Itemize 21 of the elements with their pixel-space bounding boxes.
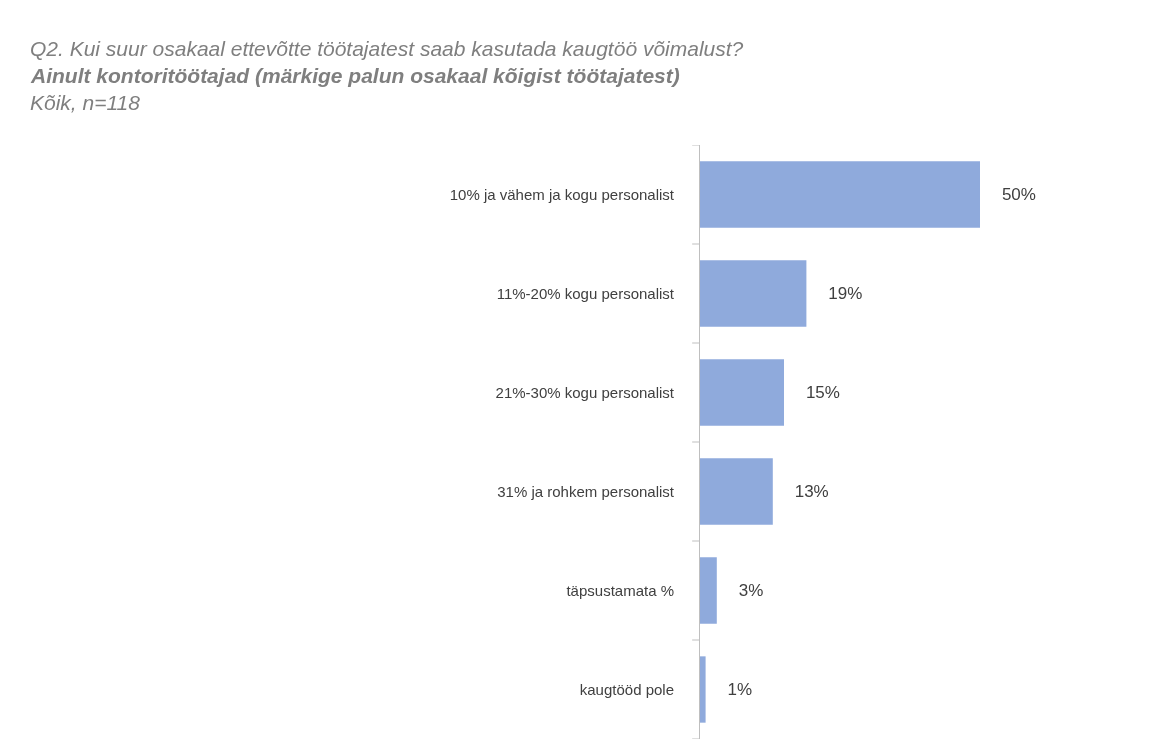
bar	[700, 161, 980, 228]
bar	[700, 557, 717, 624]
y-tick-label: täpsustamata %	[566, 581, 674, 599]
bar	[700, 458, 773, 525]
bar	[700, 359, 784, 426]
y-tick-label: 10% ja vähem ja kogu personalist	[449, 185, 675, 203]
text: Ainult kontoritöötajad (märkige palun osakaal kõigist töötajatest)	[30, 64, 680, 87]
data-label: 50%	[983, 185, 1036, 205]
text: Kõik, n=118	[30, 91, 141, 114]
bar	[700, 260, 807, 327]
y-tick-label: 11%-20% kogu personalist	[496, 284, 675, 302]
y-tick-label: kaugtööd pole	[579, 680, 674, 698]
data-label: 15%	[787, 383, 840, 402]
text: Q2. Kui suur osakaal ettevõtte töötajatest saab kasutada kaugtöö võimalust?	[30, 37, 744, 60]
bar	[700, 656, 706, 723]
y-tick-label: 31% ja rohkem personalist	[497, 482, 675, 500]
data-label: 19%	[809, 284, 863, 304]
data-label: 3%	[719, 581, 764, 601]
data-label: 1%	[708, 680, 753, 700]
data-label: 13%	[775, 482, 829, 501]
y-tick-label: 21%-30% kogu personalist	[495, 383, 675, 401]
